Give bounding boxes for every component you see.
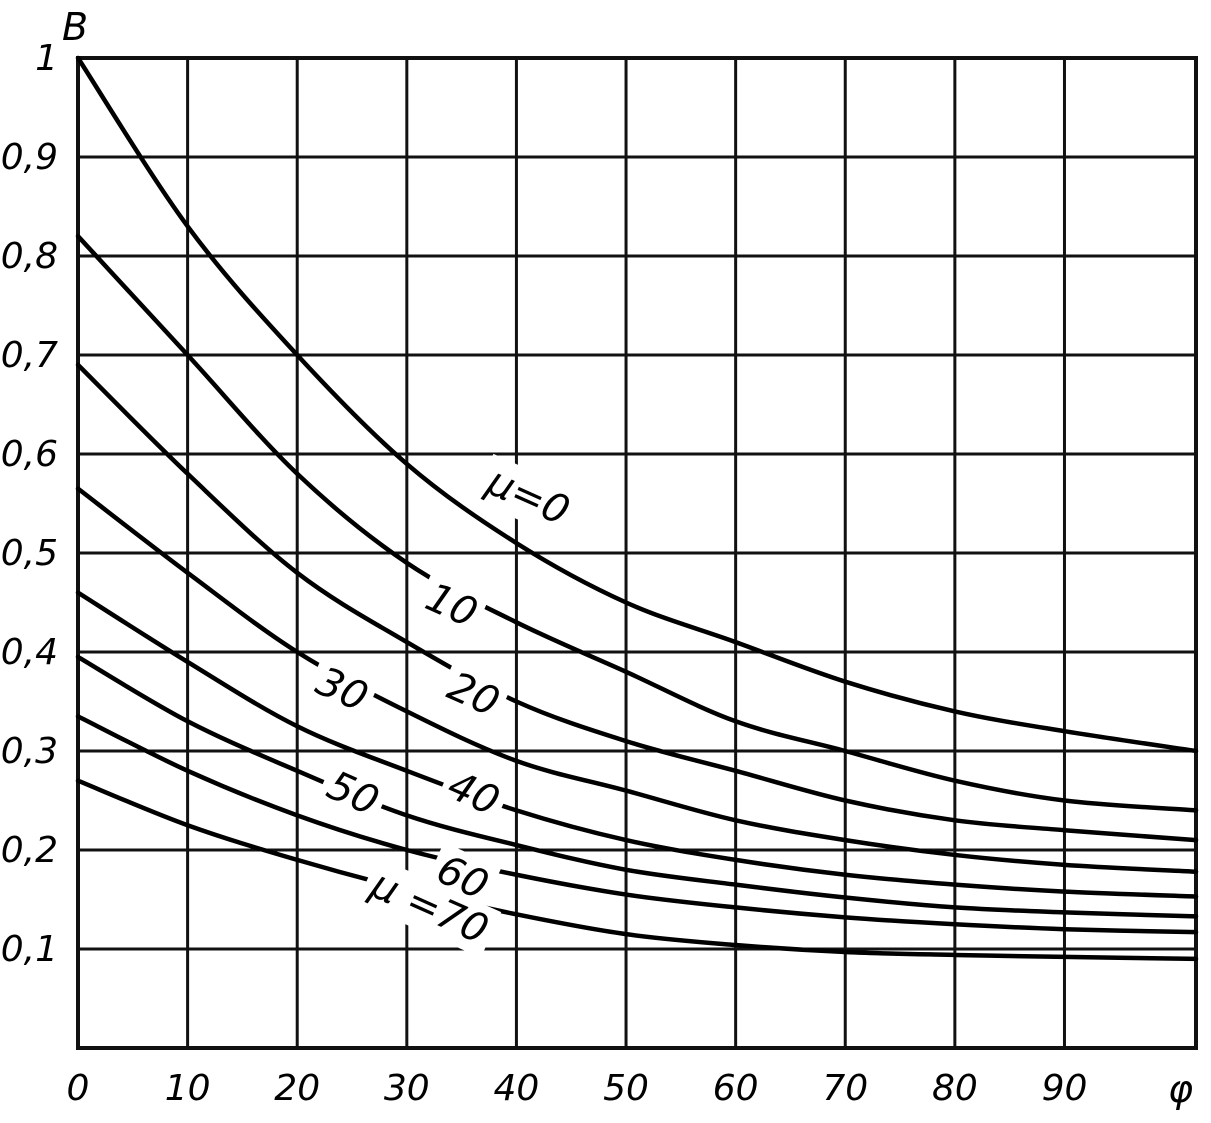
series-line-2 <box>75 233 1199 813</box>
series-label-bg-2 <box>412 569 491 642</box>
curves <box>75 55 1199 962</box>
y-tick-label: 0,3 <box>1 731 58 772</box>
y-tick-label: 0,1 <box>1 929 58 970</box>
x-tick-label: 80 <box>932 1068 978 1109</box>
y-axis-label: B <box>62 5 88 49</box>
series-label-group-6: 50 <box>313 758 392 830</box>
series-label-bg-5 <box>434 758 513 830</box>
series-line-3 <box>75 362 1199 843</box>
y-tick-labels: 0,1 0,2 0,3 0,4 0,5 0,6 0,7 0,8 0,9 1 <box>1 38 58 970</box>
x-tick-label: 10 <box>165 1068 211 1109</box>
x-tick-label: 0 <box>67 1068 90 1109</box>
plot-frame <box>76 56 1198 1050</box>
series-label-bg-1 <box>473 453 583 540</box>
x-tick-label: 30 <box>384 1068 430 1109</box>
y-tick-label: 1 <box>35 38 58 79</box>
x-tick-labels: 0 10 20 30 40 50 60 70 80 90 <box>67 1068 1088 1109</box>
y-tick-label: 0,2 <box>1 830 58 871</box>
y-tick-label: 0,4 <box>1 632 58 673</box>
series-line-8 <box>75 778 1199 962</box>
series-label-group-2: 10 <box>412 569 491 642</box>
x-tick-label: 70 <box>822 1068 868 1109</box>
x-tick-label: 60 <box>713 1068 759 1109</box>
series-label-bg-4 <box>302 654 381 726</box>
series-label-bg-8 <box>357 856 502 958</box>
x-tick-label: 90 <box>1042 1068 1088 1109</box>
y-tick-label: 0,6 <box>1 434 58 475</box>
x-tick-label: 40 <box>494 1068 540 1109</box>
series-label-bg-6 <box>313 758 392 830</box>
series-line-6 <box>75 654 1199 919</box>
grid <box>78 56 1196 1048</box>
y-tick-label: 0,8 <box>1 236 58 277</box>
series-line-5 <box>75 590 1199 899</box>
y-tick-label: 0,9 <box>1 137 58 178</box>
x-axis-label: φ <box>1168 1067 1193 1111</box>
x-tick-label: 20 <box>274 1068 320 1109</box>
series-label-bg-3 <box>434 659 513 731</box>
series-label-group-3: 20 <box>434 659 513 731</box>
x-tick-label: 50 <box>603 1068 649 1109</box>
series-line-4 <box>75 486 1199 875</box>
series-label-group-5: 40 <box>434 758 513 830</box>
y-tick-label: 0,7 <box>1 335 58 376</box>
y-tick-label: 0,5 <box>1 533 58 574</box>
series-line-7 <box>75 714 1199 935</box>
series-line-1 <box>75 55 1199 754</box>
